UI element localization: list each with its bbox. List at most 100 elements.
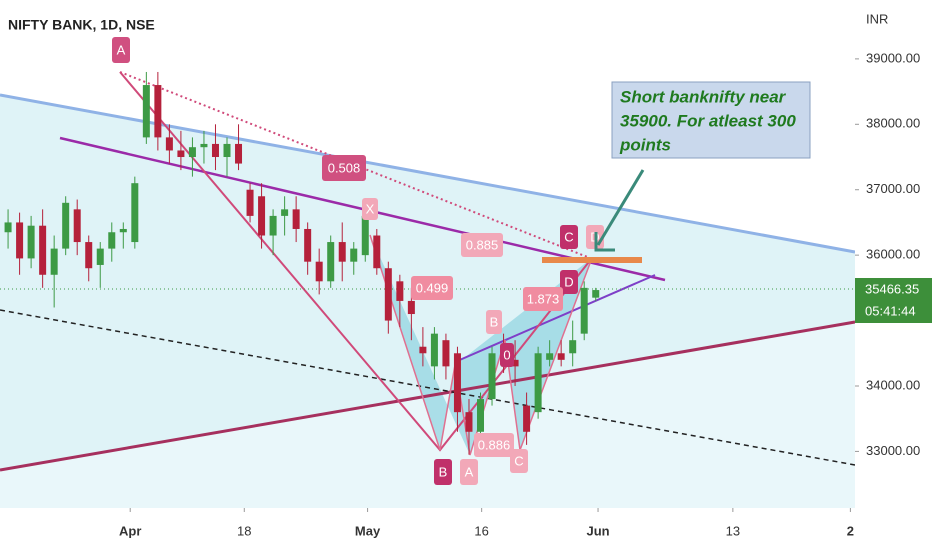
x-tick-label: 13 [726,523,740,538]
trendline [0,320,856,472]
pattern-label-box [486,310,502,334]
pattern-label: X [366,201,375,216]
candle-body [131,183,139,243]
candle-body [511,359,519,367]
candle-body [27,225,35,259]
candle-body [304,228,312,262]
pattern-label: 0.885 [466,237,499,252]
countdown: 05:41:44 [865,303,916,318]
candle-body [442,340,450,367]
pattern-label-box [560,225,578,249]
x-tick-label: Apr [119,523,141,538]
candle-body [39,225,47,275]
candle-body [258,196,266,236]
chart-title: NIFTY BANK, 1D, NSE [8,17,155,33]
candle-body [523,405,531,432]
candle-body [50,248,58,275]
x-tick-label: May [355,523,381,538]
y-tick-label: 37000.00 [866,181,920,196]
pattern-label: 0.499 [416,280,449,295]
candle-body [16,222,24,259]
candle-body [108,232,116,249]
pattern-fill [370,235,505,455]
pattern-label-box [510,449,528,473]
annotation: Short banknifty near [620,87,787,106]
candle-body [235,143,243,164]
y-tick-label: 38000.00 [866,116,920,131]
x-tick-label: Jun [586,523,609,538]
candle-body [350,248,358,262]
trendline [0,93,856,254]
candle-body [281,209,289,216]
price-axis [855,0,932,550]
pattern-label: B [490,314,499,329]
y-tick-label: 34000.00 [866,377,920,392]
candle-body [488,353,496,400]
y-tick-label: 36000.00 [866,247,920,262]
pattern-label-box [362,198,378,220]
x-tick-label: 2 [847,523,854,538]
candle-body [211,143,219,158]
trendline [454,274,656,363]
pattern-label-box [560,270,578,294]
pattern-label: 0.508 [328,160,361,175]
annotation-box [611,81,811,159]
candle-body [119,228,127,233]
candle-body [338,242,346,262]
candle-body [419,346,427,354]
candle-body [165,137,173,151]
arrow [596,169,645,246]
trendline [119,71,591,259]
candle-body [154,85,162,138]
y-tick-label: 39000.00 [866,50,920,65]
candle-body [73,209,81,243]
time-axis [0,508,855,550]
currency: INR [866,11,888,26]
candle-body [200,143,208,148]
candle-body [396,281,404,301]
pattern-label: A [465,464,474,479]
candle-body [96,248,104,265]
candle-body [142,85,150,138]
pattern-label: 0 [503,347,510,362]
annotation: 35900. For atleast 300 [620,111,796,130]
pattern-label-box [474,433,514,457]
pattern-label: C [514,453,523,468]
pattern-label: 0.886 [478,437,511,452]
candle-body [315,261,323,282]
candle-body [361,215,369,256]
candle-body [269,215,277,236]
candle-body [4,222,12,233]
candle-body [477,399,485,432]
x-tick-label: 18 [237,523,251,538]
candle-body [188,147,196,158]
pattern-label: 1.873 [527,291,560,306]
last-price: 35466.35 [865,281,919,296]
y-tick-label: 33000.00 [866,443,920,458]
candle-body [62,202,70,249]
pattern-label: D [564,274,573,289]
candle-body [246,189,254,216]
candle-body [453,353,461,413]
candle-body [534,353,542,413]
price-badge [855,278,932,323]
pattern-label: A [117,42,126,57]
candle-body [223,143,231,158]
pattern-label-box [411,276,453,300]
candle-body [569,340,577,354]
x-tick-label: 16 [474,523,488,538]
pattern-label-box [461,233,503,257]
pattern-label-box [112,37,130,63]
pattern-label: B [439,464,448,479]
candle-body [557,353,565,360]
candle-body [373,235,381,269]
pattern-label-box [434,459,452,485]
annotation: points [619,135,671,154]
channel-lower [0,322,855,508]
pattern-label-box [460,459,478,485]
trendline [0,309,856,466]
candle-body [85,242,93,269]
candle-body [292,209,300,229]
pattern-label-box [500,343,514,367]
